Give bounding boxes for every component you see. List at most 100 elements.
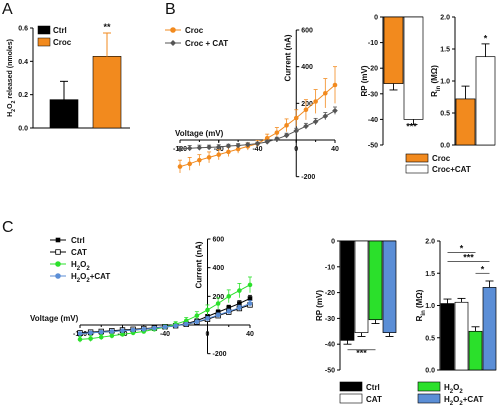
b-iv-x-tick-label: 0 (294, 146, 298, 153)
c-rp-y-axis-label: RP (mV) (315, 290, 324, 321)
c-rin-bar-1 (454, 301, 469, 371)
c-iv-point (77, 337, 83, 342)
c-iv-point (183, 321, 189, 327)
b-rp-bar-1 (403, 16, 424, 120)
b-iv-point (226, 149, 231, 155)
c-iv-point (237, 301, 242, 306)
c-rp-y-tick-label: -40 (325, 342, 335, 349)
c-rin-y-axis-label: Rin (MΩ) (415, 289, 427, 321)
b-iv-point (187, 161, 192, 167)
b-iv-point (274, 130, 280, 135)
c-iv-point (194, 319, 200, 325)
a-bar-croc (92, 56, 122, 129)
b-iv-y-tick-label: 200 (301, 101, 313, 108)
c-iv-point (194, 313, 200, 318)
c-iv-point (247, 301, 253, 306)
a-y-tick-label: 0.0 (18, 126, 28, 133)
c-rin-significance: * (481, 264, 485, 274)
b-iv-point (303, 123, 309, 130)
c-iv-legend-label: CAT (71, 248, 87, 257)
b-iv-y-tick-label: 600 (301, 28, 313, 35)
c-iv-point (162, 324, 168, 330)
c-iv-legend-label: H2O2 (71, 260, 90, 272)
c-rp-significance: *** (356, 348, 367, 358)
c-iv-point (109, 329, 115, 334)
b-legend-swatch (405, 153, 429, 163)
c-iv-y-tick-label: 400 (213, 265, 225, 272)
c-iv-point (152, 325, 157, 331)
b-iv-legend-marker (170, 40, 176, 46)
b-rp-y-tick-label: -50 (368, 143, 378, 150)
c-iv-legend-label: Ctrl (71, 236, 85, 245)
b-iv-point (254, 140, 261, 147)
b-iv-point (323, 90, 328, 96)
b-iv-point (293, 128, 300, 134)
c-iv-point (215, 301, 221, 306)
b-iv-point (264, 135, 270, 141)
b-iv-point (235, 146, 241, 152)
c-iv-legend-marker (55, 249, 61, 255)
c-rin-y-tick-label: 1.0 (425, 303, 435, 310)
b-iv-point (225, 143, 232, 149)
a-legend-swatch (37, 37, 51, 47)
b-iv-point (293, 115, 299, 121)
b-legend-swatch (405, 164, 429, 174)
a-legend-swatch (37, 25, 51, 35)
b-iv-point (196, 144, 203, 151)
chart-b-rin: 0.0 0.5 1.0 1.5 2.0 Rin (MΩ) * (430, 15, 496, 150)
c-iv-point (205, 316, 210, 321)
b-iv-point (206, 144, 212, 151)
c-iv-point (247, 296, 253, 301)
c-iv-point (215, 312, 221, 318)
c-rp-y-tick-label: 0 (331, 239, 335, 246)
c-iv-legend-marker (55, 261, 61, 267)
c-iv-y-axis-label: Current (nA) (195, 241, 204, 288)
b-iv-y-axis-label: Current (nA) (283, 34, 292, 81)
c-legend-swatch (339, 393, 363, 404)
c-iv-point (183, 318, 189, 323)
c-iv-point (237, 288, 242, 293)
b-iv-point (197, 157, 202, 163)
c-rin-y-tick-label: 1.5 (425, 271, 435, 278)
b-rin-y-tick-label: 1.5 (440, 47, 450, 54)
b-rin-y-tick-label: 1.0 (440, 79, 450, 86)
c-rp-y-tick-label: -20 (325, 290, 335, 297)
b-iv-point (312, 118, 319, 125)
b-iv-point (332, 82, 338, 88)
b-legend-label: Croc+CAT (432, 165, 471, 174)
b-rp-y-axis-label: RP (mV) (360, 65, 369, 96)
c-legend-swatch (417, 393, 441, 404)
b-iv-point (215, 144, 222, 150)
b-iv-legend-marker (170, 27, 176, 33)
a-y-axis-label: H2O2 released (nmoles) (7, 39, 17, 117)
c-iv-legend-marker (55, 237, 61, 243)
c-rin-y-tick-label: 2.0 (425, 239, 435, 246)
a-y-tick-label: 0.4 (18, 59, 28, 66)
b-iv-y-tick-label: -200 (301, 174, 315, 181)
b-iv-point (206, 155, 212, 160)
c-iv-point (205, 307, 210, 313)
c-rp-y-tick-label: -10 (325, 264, 335, 271)
c-iv-point (173, 323, 178, 329)
c-rin-bar-3 (482, 287, 497, 371)
b-iv-point (322, 113, 329, 119)
c-rp-bar-1 (354, 240, 369, 333)
b-iv-x-tick-label: -40 (252, 146, 262, 153)
c-rp-y-tick-label: -30 (325, 316, 335, 323)
b-iv-point (216, 152, 222, 157)
b-iv-point (313, 99, 318, 104)
c-iv-point (247, 282, 253, 288)
c-iv-point (88, 336, 93, 341)
c-legend-swatch (417, 381, 441, 392)
c-rp-y-tick-label: -50 (325, 368, 335, 375)
a-y-tick-label: 0.6 (18, 26, 28, 33)
c-iv-y-tick-label: 200 (213, 294, 225, 301)
c-iv-point (109, 333, 115, 339)
a-bar-ctrl (49, 99, 79, 129)
c-iv-point (98, 334, 104, 340)
c-legend-label: Ctrl (366, 383, 380, 392)
